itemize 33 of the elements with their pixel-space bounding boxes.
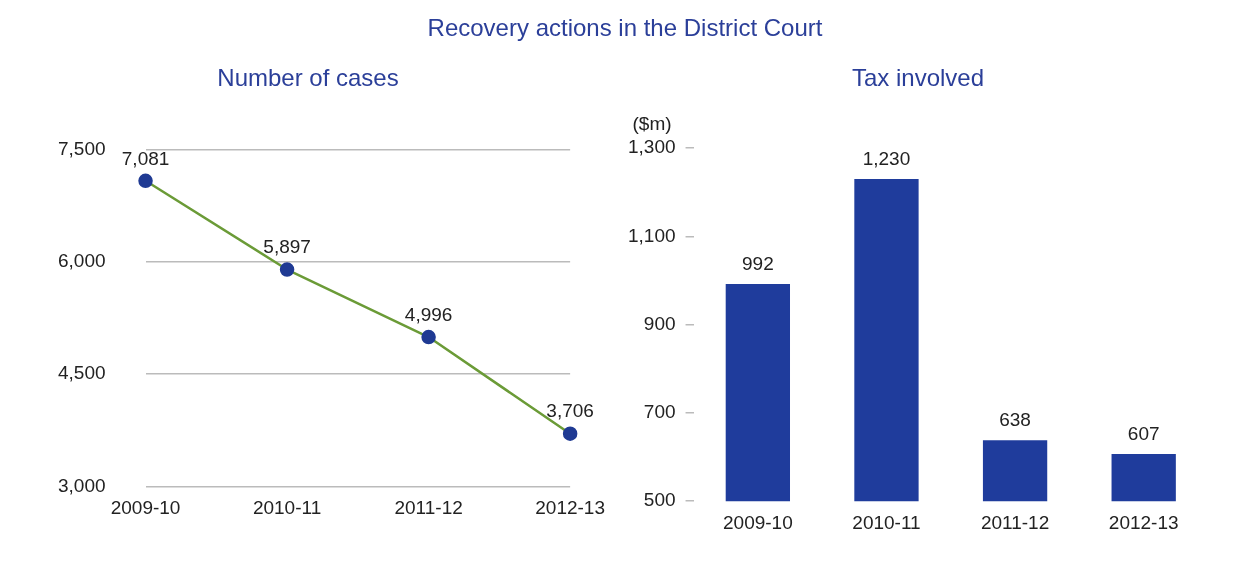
x-tick-label: 2011-12 (394, 497, 463, 519)
data-label: 992 (742, 252, 774, 274)
x-tick-label: 2012-13 (1108, 511, 1179, 533)
x-tick-label: 2011-12 (980, 511, 1050, 533)
y-tick-label: 3,000 (58, 474, 106, 496)
data-label: 3,706 (546, 400, 594, 422)
y-axis-title: ($m) (632, 112, 672, 134)
y-tick-label: 1,300 (628, 136, 676, 158)
x-tick-label: 2009-10 (110, 497, 181, 519)
y-tick-label: 6,000 (58, 250, 106, 272)
data-label: 638 (999, 409, 1031, 431)
point (562, 426, 578, 441)
data-label: 7,081 (121, 147, 170, 169)
x-tick-label: 2009-10 (722, 511, 793, 533)
data-label: 4,996 (404, 303, 453, 325)
point (421, 329, 436, 345)
y-tick-label: 900 (643, 312, 676, 334)
x-tick-label: 2010-11 (852, 511, 921, 533)
y-tick-label: 1,100 (628, 224, 676, 246)
y-tick-label: 7,500 (58, 137, 106, 159)
data-label: 5,897 (263, 236, 311, 258)
y-tick-label: 500 (643, 489, 676, 511)
chart-subtitle: Number of cases (216, 64, 400, 93)
point (138, 173, 153, 189)
x-tick-label: 2012-13 (535, 497, 605, 519)
x-tick-label: 2010-11 (252, 497, 322, 519)
data-label: 1,230 (862, 147, 911, 169)
data-label: 607 (1127, 422, 1160, 444)
y-tick-label: 700 (643, 401, 676, 423)
y-tick-label: 4,500 (58, 362, 106, 384)
text: Recovery actions in the District Court (426, 13, 824, 43)
point (279, 262, 295, 277)
chart-subtitle: Tax involved (850, 64, 986, 93)
